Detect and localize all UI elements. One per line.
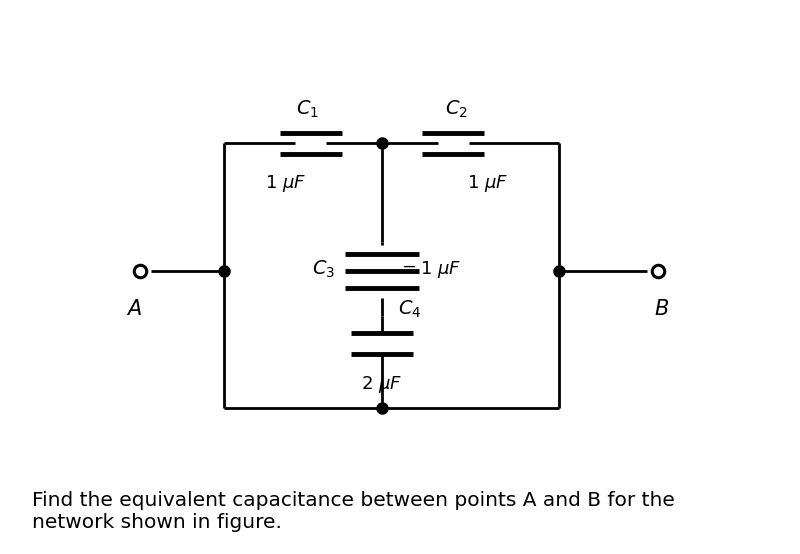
- Text: $C_2$: $C_2$: [445, 99, 468, 120]
- Text: $1\ \mu F$: $1\ \mu F$: [266, 173, 306, 194]
- Text: $2\ \mu F$: $2\ \mu F$: [362, 373, 402, 394]
- Text: $1\ \mu F$: $1\ \mu F$: [467, 173, 508, 194]
- Text: $C_4$: $C_4$: [398, 299, 421, 320]
- Text: $= 1\ \mu F$: $= 1\ \mu F$: [398, 259, 461, 280]
- Text: $C_1$: $C_1$: [296, 99, 319, 120]
- Text: $A$: $A$: [126, 299, 142, 319]
- Text: $B$: $B$: [654, 299, 669, 319]
- Text: $C_3$: $C_3$: [313, 259, 336, 280]
- Text: Find the equivalent capacitance between points A and B for the
network shown in : Find the equivalent capacitance between …: [32, 491, 675, 532]
